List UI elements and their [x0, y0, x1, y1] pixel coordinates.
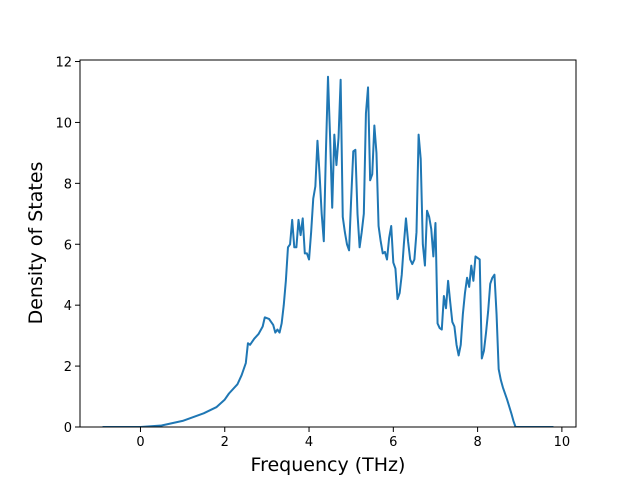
x-tick-label: 4 [305, 435, 313, 450]
axes-frame [79, 59, 577, 428]
x-axis-label: Frequency (THz) [251, 454, 406, 476]
y-axis-label: Density of States [25, 162, 47, 325]
y-tick-label: 0 [64, 421, 72, 436]
x-tick-label: 0 [136, 435, 144, 450]
x-tick-label: 10 [554, 435, 571, 450]
y-tick-label: 10 [55, 116, 72, 131]
y-tick-label: 8 [64, 177, 72, 192]
x-tick-label: 8 [473, 435, 481, 450]
data-line [102, 75, 554, 427]
y-tick-label: 12 [55, 56, 72, 71]
x-tick-label: 6 [389, 435, 397, 450]
y-tick-label: 4 [64, 299, 72, 314]
y-tick-label: 2 [64, 360, 72, 375]
y-tick-label: 6 [64, 238, 72, 253]
x-tick-label: 2 [221, 435, 229, 450]
